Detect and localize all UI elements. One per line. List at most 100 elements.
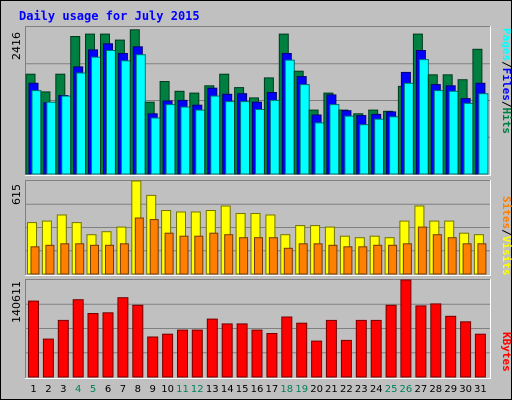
- day-label-12: 12: [191, 384, 204, 395]
- day-label-10: 10: [161, 384, 174, 395]
- bar-sites-day-14: [224, 234, 234, 275]
- bar-sites-day-4: [75, 243, 85, 275]
- panel-2-legend: Sites/Visits: [500, 196, 512, 276]
- bar-sites-day-24: [373, 244, 383, 275]
- bar-sites-day-23: [358, 246, 368, 275]
- bar-kbytes-day-2: [42, 338, 54, 378]
- day-label-16: 16: [251, 384, 264, 395]
- bar-sites-day-11: [179, 235, 189, 275]
- day-label-28: 28: [429, 384, 442, 395]
- day-label-22: 22: [340, 384, 353, 395]
- bar-sites-day-20: [313, 243, 323, 275]
- day-label-11: 11: [176, 384, 189, 395]
- bar-sites-day-21: [328, 244, 338, 275]
- bar-pages-day-21: [329, 104, 340, 175]
- panel-1-bars: [25, 29, 489, 175]
- day-label-2: 2: [45, 384, 51, 395]
- day-label-8: 8: [135, 384, 141, 395]
- bar-sites-day-6: [105, 244, 114, 275]
- bar-pages-day-19: [299, 84, 310, 175]
- bar-pages-day-17: [269, 99, 280, 175]
- bar-sites-day-27: [417, 226, 427, 275]
- bar-kbytes-day-29: [445, 315, 457, 378]
- bar-kbytes-day-19: [296, 322, 308, 378]
- bar-sites-day-16: [254, 237, 263, 275]
- day-label-6: 6: [105, 384, 111, 395]
- bar-sites-day-13: [209, 232, 219, 275]
- day-label-15: 15: [236, 384, 249, 395]
- bar-sites-day-8: [134, 217, 144, 275]
- legend-sites: Sites: [500, 196, 512, 229]
- day-axis-labels: 1 2 3 4 5 6 7 8 9 10 11 12 13 14 15 16 17 18 19 20 21 22 23 24 2…: [30, 384, 486, 395]
- day-label-20: 20: [310, 384, 323, 395]
- bar-sites-day-17: [268, 237, 278, 275]
- bar-kbytes-day-12: [191, 329, 203, 378]
- bar-kbytes-day-9: [147, 336, 159, 378]
- bar-sites-day-31: [477, 243, 487, 275]
- bar-pages-day-9: [150, 117, 161, 175]
- bar-sites-day-15: [239, 237, 249, 275]
- day-label-7: 7: [120, 384, 126, 395]
- panel-1-max-label: 2416: [10, 32, 23, 60]
- bar-kbytes-day-21: [325, 319, 337, 378]
- bar-kbytes-day-17: [266, 333, 278, 378]
- day-label-1: 1: [30, 384, 36, 395]
- day-label-27: 27: [415, 384, 428, 395]
- bar-pages-day-25: [389, 116, 400, 175]
- bar-kbytes-day-13: [206, 318, 218, 378]
- panel-3-legend: KBytes: [500, 332, 512, 372]
- bar-kbytes-day-5: [87, 313, 99, 378]
- bar-kbytes-day-10: [162, 333, 174, 378]
- day-label-14: 14: [221, 384, 234, 395]
- day-label-3: 3: [60, 384, 66, 395]
- kbytes-panel: 140611 KBytes: [10, 279, 512, 379]
- day-label-23: 23: [355, 384, 368, 395]
- bar-pages-day-3: [61, 95, 72, 175]
- bar-sites-day-30: [462, 243, 472, 275]
- legend-sep-2: /: [500, 101, 512, 108]
- bar-sites-day-7: [119, 243, 129, 275]
- panel-2-bars: [27, 180, 487, 275]
- bar-kbytes-day-30: [460, 321, 472, 378]
- bar-sites-day-19: [298, 243, 308, 275]
- day-label-5: 5: [90, 384, 96, 395]
- bar-pages-day-24: [374, 118, 385, 175]
- bar-kbytes-day-8: [132, 304, 144, 378]
- bar-sites-day-3: [60, 243, 70, 275]
- bar-pages-day-15: [240, 101, 251, 175]
- panel-2-max-label: 615: [10, 184, 23, 205]
- day-label-21: 21: [325, 384, 338, 395]
- bar-kbytes-day-24: [370, 319, 382, 378]
- bar-pages-day-28: [433, 90, 444, 175]
- bar-kbytes-day-14: [221, 323, 233, 378]
- bar-pages-day-6: [106, 50, 116, 175]
- bar-pages-day-18: [284, 59, 295, 175]
- bar-kbytes-day-31: [474, 333, 486, 378]
- bar-kbytes-day-11: [177, 329, 188, 378]
- bar-kbytes-day-18: [281, 316, 293, 378]
- bar-sites-day-25: [388, 244, 398, 275]
- bar-pages-day-29: [448, 90, 459, 175]
- hits-files-pages-panel: 2416 Pages/Files/Hits: [10, 26, 512, 176]
- bar-kbytes-day-4: [72, 299, 84, 378]
- bar-pages-day-8: [135, 54, 146, 175]
- bar-pages-day-12: [195, 109, 206, 175]
- legend-sep-3: /: [500, 229, 512, 236]
- day-label-19: 19: [295, 384, 308, 395]
- legend-pages: Pages: [500, 28, 512, 61]
- bar-pages-day-27: [418, 59, 429, 175]
- bar-pages-day-31: [478, 93, 489, 175]
- day-label-26: 26: [400, 384, 413, 395]
- day-label-4: 4: [75, 384, 81, 395]
- bar-kbytes-day-15: [236, 323, 248, 378]
- day-label-9: 9: [150, 384, 156, 395]
- legend-sep-1: /: [500, 61, 512, 68]
- legend-hits: Hits: [500, 108, 512, 135]
- bar-pages-day-22: [344, 115, 355, 175]
- day-label-17: 17: [266, 384, 279, 395]
- bar-sites-day-29: [447, 237, 457, 275]
- day-label-18: 18: [280, 384, 293, 395]
- panel-1-legend: Pages/Files/Hits: [500, 28, 512, 134]
- bar-pages-day-20: [314, 122, 325, 175]
